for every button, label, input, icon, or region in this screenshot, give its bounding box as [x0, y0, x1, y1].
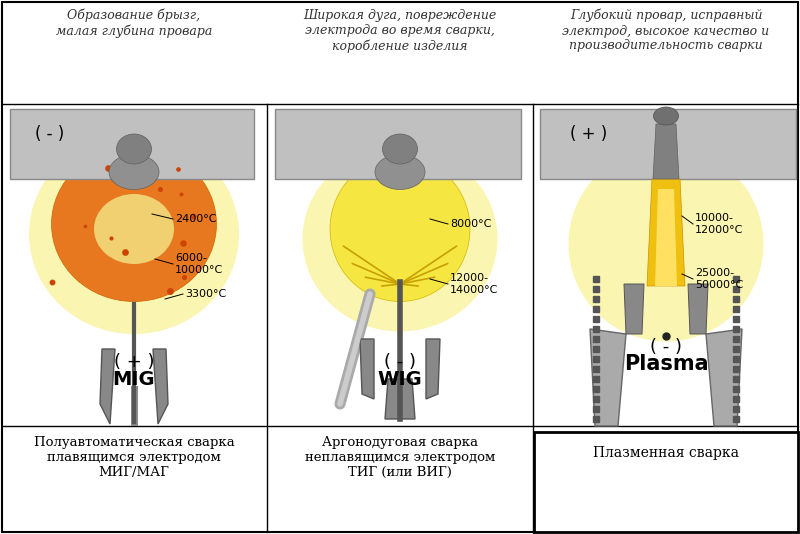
Polygon shape — [590, 329, 626, 426]
Text: 3300°C: 3300°C — [185, 289, 226, 299]
FancyBboxPatch shape — [540, 109, 796, 179]
FancyBboxPatch shape — [10, 109, 254, 179]
Polygon shape — [153, 349, 168, 424]
Text: WIG: WIG — [378, 370, 422, 389]
Polygon shape — [624, 284, 644, 334]
Polygon shape — [360, 339, 374, 399]
Text: Образование брызг,
малая глубина провара: Образование брызг, малая глубина провара — [56, 9, 212, 38]
Text: 8000°C: 8000°C — [450, 219, 491, 229]
Text: ( + ): ( + ) — [114, 353, 154, 371]
Polygon shape — [647, 179, 685, 286]
Ellipse shape — [654, 107, 678, 125]
Ellipse shape — [375, 154, 425, 190]
Ellipse shape — [330, 156, 470, 302]
Text: 6000-
10000°C: 6000- 10000°C — [175, 253, 223, 275]
Ellipse shape — [569, 146, 763, 342]
Ellipse shape — [382, 134, 418, 164]
Polygon shape — [426, 339, 440, 399]
Text: ( + ): ( + ) — [570, 125, 607, 143]
Text: Глубокий провар, исправный
электрод, высокое качество и
производительность сварк: Глубокий провар, исправный электрод, выс… — [562, 9, 770, 52]
Polygon shape — [385, 379, 415, 419]
Ellipse shape — [94, 194, 174, 264]
Text: ( - ): ( - ) — [384, 353, 416, 371]
Text: 2400°C: 2400°C — [175, 214, 217, 224]
FancyBboxPatch shape — [534, 432, 798, 532]
Text: Plasma: Plasma — [624, 354, 708, 374]
Text: Полуавтоматическая сварка
плавящимся электродом
МИГ/МАГ: Полуавтоматическая сварка плавящимся эле… — [34, 436, 234, 479]
Text: ( - ): ( - ) — [650, 338, 682, 356]
Ellipse shape — [117, 134, 151, 164]
Text: 10000-
12000°C: 10000- 12000°C — [695, 213, 743, 235]
Polygon shape — [706, 329, 742, 426]
Ellipse shape — [51, 146, 217, 302]
Text: Широкая дуга, повреждение
электрода во время сварки,
коробление изделия: Широкая дуга, повреждение электрода во в… — [303, 9, 497, 53]
Text: MIG: MIG — [113, 370, 155, 389]
FancyBboxPatch shape — [275, 109, 521, 179]
Polygon shape — [653, 124, 679, 179]
Text: Плазменная сварка: Плазменная сварка — [593, 446, 739, 460]
Ellipse shape — [29, 134, 239, 334]
Polygon shape — [655, 189, 677, 286]
Text: ( - ): ( - ) — [35, 125, 64, 143]
Text: 25000-
50000°C: 25000- 50000°C — [695, 268, 743, 290]
Text: Аргонодуговая сварка
неплавящимся электродом
ТИГ (или ВИГ): Аргонодуговая сварка неплавящимся электр… — [305, 436, 495, 479]
Polygon shape — [688, 284, 708, 334]
Ellipse shape — [109, 154, 159, 190]
Polygon shape — [100, 349, 115, 424]
Text: 12000-
14000°C: 12000- 14000°C — [450, 273, 498, 295]
Ellipse shape — [302, 146, 498, 332]
